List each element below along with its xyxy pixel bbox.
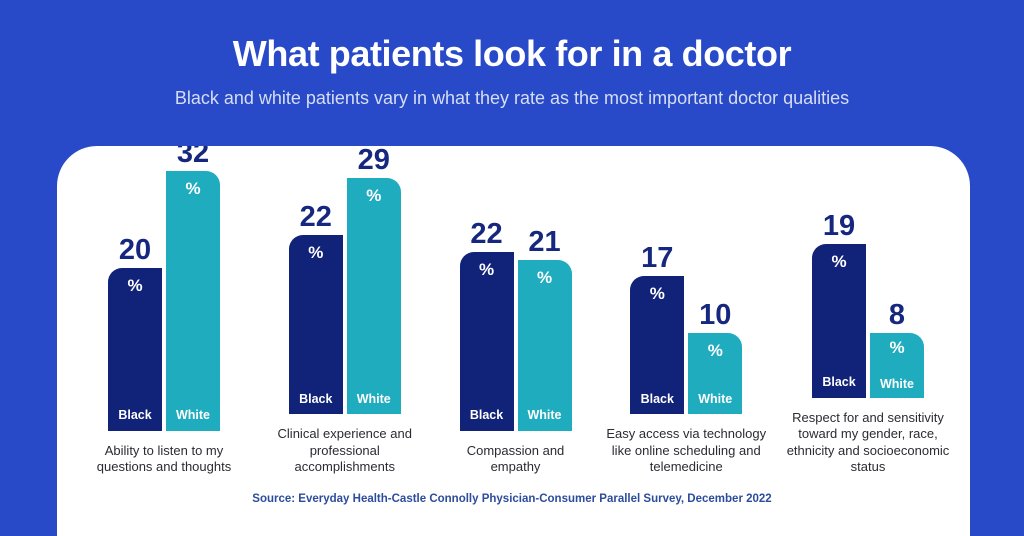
bar-pair: 22 % Black 29 % White [288,146,401,415]
bar-group: 17 % Black 10 % White Easy acc [606,146,766,476]
bar-wrapper-black: 22 % Black [459,219,514,431]
bar-pair: 22 % Black 21 % White [459,171,572,431]
bar-black[interactable]: % Black [630,276,685,415]
series-label-black: Black [640,391,674,406]
percent-symbol: % [127,275,143,295]
bar-value-black: 17 [641,242,674,275]
series-label-black: Black [822,375,856,389]
bar-value-white: 10 [699,299,732,332]
bar-wrapper-white: 21 % White [517,227,572,431]
bar-wrapper-white: 32 % White [166,146,220,431]
bar-wrapper-black: 20 % Black [108,235,162,431]
bar-wrapper-black: 19 % Black [812,211,866,398]
bar-black[interactable]: % Black [288,235,343,415]
bar-value-black: 20 [118,233,152,266]
series-label-white: White [698,391,733,406]
chart-header: What patients look for in a doctor Black… [0,0,1024,109]
bar-pair: 17 % Black 10 % White [630,154,743,415]
group-caption: Respect for and sensitivity toward my ge… [786,409,950,475]
series-label-white: White [527,408,562,423]
group-caption: Compassion and empathy [466,442,565,475]
bar-value-white: 29 [357,146,390,177]
bar-pair: 20 % Black 32 % White [108,146,220,431]
percent-symbol: % [185,178,201,198]
bar-group: 19 % Black 8 % White Respect f [782,146,954,476]
bar-wrapper-white: 29 % White [346,146,401,415]
chart-card: 20 % Black 32 % White Ability [57,146,970,536]
page-subtitle: Black and white patients vary in what th… [174,87,850,108]
bar-wrapper-white: 8 % White [870,300,924,398]
bar-wrapper-black: 22 % Black [288,203,343,415]
percent-symbol: % [366,186,382,206]
bar-black[interactable]: % Black [459,251,514,431]
percent-symbol: % [707,341,723,361]
bar-white[interactable]: % White [870,332,924,398]
percent-symbol: % [649,284,665,304]
group-caption: Easy access via technology like online s… [606,426,767,475]
bar-black[interactable]: % Black [108,267,162,431]
bar-wrapper-white: 10 % White [688,301,743,415]
bar-value-black: 22 [299,201,332,234]
bar-wrapper-black: 17 % Black [630,244,685,415]
percent-symbol: % [536,267,553,287]
bar-value-black: 19 [822,209,856,242]
bar-value-white: 32 [176,146,210,169]
bar-groups: 20 % Black 32 % White Ability [79,146,954,476]
percent-symbol: % [831,251,847,271]
bar-white[interactable]: % White [346,178,401,415]
page-title: What patients look for in a doctor [232,33,792,74]
series-label-white: White [879,377,915,391]
series-label-black: Black [469,408,504,423]
series-label-white: White [356,391,391,406]
bar-value-white: 8 [888,298,906,331]
bar-white[interactable]: % White [688,333,743,415]
bar-black[interactable]: % Black [812,243,866,398]
bar-pair: 19 % Black 8 % White [812,146,924,398]
bar-value-black: 22 [470,217,503,250]
bar-value-white: 21 [528,225,561,258]
group-caption: Clinical experience and professional acc… [277,426,412,475]
group-caption: Ability to listen to my questions and th… [96,442,232,475]
bar-group: 22 % Black 29 % White Clinical [265,146,425,476]
percent-symbol: % [889,337,905,357]
bar-group: 20 % Black 32 % White Ability [79,146,249,476]
bar-chart: 20 % Black 32 % White Ability [57,146,970,536]
source-note: Source: Everyday Health-Castle Connolly … [252,493,772,505]
series-label-white: White [175,408,211,423]
bar-group: 22 % Black 21 % White Compassi [441,146,591,476]
percent-symbol: % [308,243,324,263]
percent-symbol: % [478,259,495,279]
bar-white[interactable]: % White [166,170,220,431]
series-label-black: Black [299,391,333,406]
bar-white[interactable]: % White [517,259,572,431]
series-label-black: Black [118,408,152,423]
